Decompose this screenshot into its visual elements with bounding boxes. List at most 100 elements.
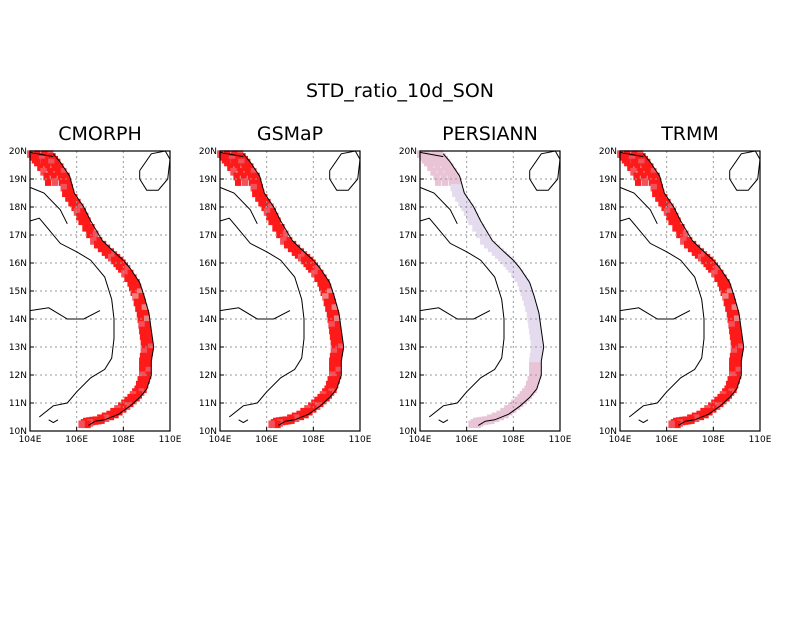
grid-cell — [468, 217, 475, 226]
grid-cell — [247, 163, 254, 171]
shaded-cells — [417, 150, 544, 429]
grid-cell — [128, 283, 136, 292]
grid-cell — [472, 224, 479, 232]
grid-cell — [529, 332, 537, 340]
grid-cell — [320, 288, 327, 297]
grid-cell — [325, 380, 333, 389]
grid-cell — [631, 158, 638, 167]
grid-cell — [329, 362, 336, 370]
lon-tick-label: 106E — [655, 435, 678, 445]
grid-cell — [457, 189, 465, 198]
grid-cell — [714, 274, 721, 283]
grid-cell — [678, 224, 685, 232]
grid-cell — [93, 240, 101, 249]
grid-cell — [272, 224, 279, 232]
lat-tick-label: 14N — [9, 315, 27, 325]
grid-cell — [329, 366, 336, 375]
grid-cell — [680, 237, 687, 245]
grid-cell — [522, 293, 529, 301]
grid-cell — [527, 293, 535, 301]
grid-cell — [250, 168, 257, 176]
grid-cell — [71, 194, 78, 202]
grid-cell — [44, 178, 52, 186]
lat-tick-label: 13N — [9, 343, 27, 353]
grid-cell — [736, 337, 743, 346]
grid-cell — [725, 380, 733, 389]
lon-tick-label: 104E — [609, 435, 632, 445]
panel-cmorph: CMORPH 20N 19N 18N 17N 16N 15N 14N 13N 12N 11N 10N 1… — [0, 118, 182, 448]
grid-cell — [529, 362, 536, 370]
grid-cell — [434, 178, 442, 186]
grid-cell — [726, 288, 733, 297]
panel-title: CMORPH — [58, 123, 142, 145]
grid-cell — [336, 348, 343, 356]
lat-tick-label: 10N — [399, 427, 417, 437]
grid-cell — [708, 265, 715, 273]
grid-cell — [333, 376, 340, 384]
grid-cell — [143, 376, 150, 384]
grid-cell — [331, 304, 338, 312]
grid-cell — [43, 172, 50, 181]
grid-cell — [334, 366, 342, 375]
grid-cell — [57, 172, 64, 181]
grid-cell — [326, 309, 334, 318]
grid-cell — [308, 265, 315, 273]
grid-cell — [330, 337, 338, 346]
grid-cell — [531, 343, 538, 352]
grid-cell — [630, 168, 637, 176]
lat-tick-label: 17N — [9, 231, 27, 241]
grid-cell — [51, 178, 59, 186]
grid-cell — [264, 198, 271, 207]
grid-cell — [729, 326, 736, 335]
grid-cell — [90, 237, 97, 245]
grid-cell — [274, 217, 281, 226]
grid-cell — [292, 414, 300, 423]
grid-cell — [64, 178, 72, 186]
grid-cell — [529, 357, 536, 366]
grid-cell — [58, 178, 66, 186]
grid-cell — [144, 357, 152, 366]
grid-cell — [86, 230, 93, 239]
grid-cell — [706, 407, 713, 416]
lon-tick-label: 104E — [209, 435, 232, 445]
grid-cell — [536, 348, 543, 356]
grid-cell — [248, 178, 256, 186]
grid-cell — [144, 371, 152, 380]
panel-persiann: PERSIANN 20N 19N 18N 17N 16N 15N 14N 13N 12N 11N 10… — [390, 118, 572, 448]
grid-cell — [502, 410, 509, 419]
grid-cell — [510, 405, 517, 413]
grid-cell — [135, 304, 142, 312]
grid-cell — [474, 420, 481, 429]
grid-cell — [145, 332, 153, 340]
grid-cell — [145, 352, 153, 361]
grid-cell — [144, 362, 152, 370]
lon-tick-label: 104E — [409, 435, 432, 445]
grid-cell — [330, 348, 338, 356]
grid-cell — [234, 178, 242, 186]
grid-cell — [723, 279, 730, 287]
grid-cell — [710, 405, 717, 413]
grid-cell — [729, 362, 736, 370]
grid-cell — [734, 371, 742, 380]
grid-cell — [67, 189, 75, 198]
grid-cell — [529, 371, 536, 380]
grid-cell — [643, 158, 651, 167]
grid-cell — [82, 224, 89, 232]
grid-cell — [237, 168, 244, 176]
grid-cell — [534, 366, 542, 375]
grid-cell — [526, 309, 534, 318]
grid-cell — [137, 376, 144, 384]
grid-cell — [146, 337, 153, 346]
grid-cell — [48, 158, 55, 167]
grid-cell — [258, 198, 265, 207]
grid-cell — [469, 208, 477, 216]
grid-cell — [447, 172, 454, 181]
grid-cell — [676, 230, 683, 239]
lon-tick-label: 110E — [349, 435, 372, 445]
grid-cell — [243, 158, 251, 167]
grid-cell — [661, 194, 668, 202]
grid-cell — [144, 321, 151, 329]
grid-cell — [653, 172, 660, 181]
grid-cell — [529, 366, 536, 375]
grid-cell — [506, 407, 513, 416]
